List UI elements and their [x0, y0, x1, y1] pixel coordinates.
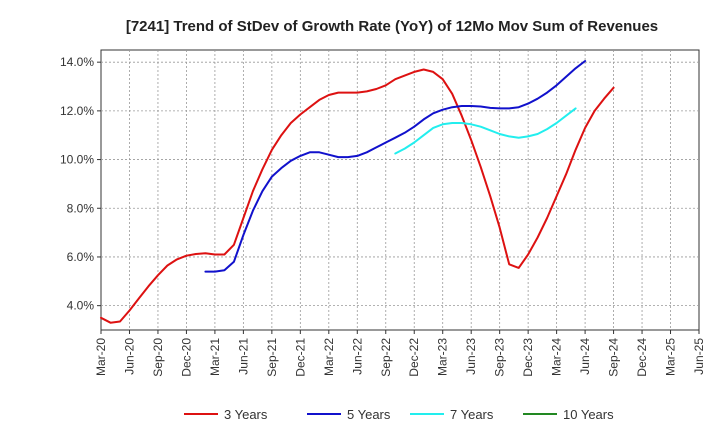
x-tick-label: Jun-24 — [578, 338, 592, 375]
y-tick-label: 4.0% — [67, 299, 95, 313]
x-tick-label: Jun-22 — [350, 338, 364, 375]
legend-label-5-years: 5 Years — [347, 407, 391, 422]
x-tick-label: Sep-20 — [151, 338, 165, 377]
y-tick-label: 12.0% — [60, 104, 94, 118]
x-tick-label: Dec-23 — [521, 338, 535, 377]
x-tick-label: Sep-21 — [265, 338, 279, 377]
y-tick-label: 10.0% — [60, 153, 94, 167]
plot-area — [100, 49, 700, 331]
x-tick-label: Sep-23 — [493, 338, 507, 377]
x-tick-label: Jun-21 — [236, 338, 250, 375]
legend: 3 Years 5 Years 7 Years 10 Years — [184, 407, 614, 422]
y-tick-label: 14.0% — [60, 55, 94, 69]
series-line-7-years — [394, 107, 577, 155]
x-tick-label: Sep-22 — [379, 338, 393, 377]
y-axis: 4.0% 6.0% 8.0% 10.0% 12.0% 14.0% — [60, 55, 101, 313]
x-tick-label: Jun-23 — [464, 338, 478, 375]
series-line-5-years — [204, 60, 587, 273]
series-layer — [100, 60, 615, 324]
grid-lines — [101, 50, 699, 330]
x-tick-label: Mar-25 — [664, 338, 678, 376]
x-axis: Mar-20 Jun-20 Sep-20 Dec-20 Mar-21 Jun-21 Sep-… — [94, 330, 706, 377]
legend-label-7-years: 7 Years — [450, 407, 494, 422]
x-tick-label: Jun-25 — [692, 338, 706, 375]
x-tick-label: Mar-22 — [322, 338, 336, 376]
x-tick-label: Dec-22 — [407, 338, 421, 377]
x-tick-label: Jun-20 — [122, 338, 136, 375]
x-tick-label: Mar-24 — [550, 338, 564, 376]
x-tick-label: Dec-20 — [179, 338, 193, 377]
legend-label-3-years: 3 Years — [224, 407, 268, 422]
x-tick-label: Mar-23 — [436, 338, 450, 376]
legend-label-10-years: 10 Years — [563, 407, 614, 422]
series-line-3-years — [100, 68, 615, 324]
y-tick-label: 6.0% — [67, 250, 95, 264]
x-tick-label: Mar-20 — [94, 338, 108, 376]
x-tick-label: Mar-21 — [208, 338, 222, 376]
y-tick-label: 8.0% — [67, 201, 95, 215]
x-tick-label: Dec-24 — [635, 338, 649, 377]
chart-title: [7241] Trend of StDev of Growth Rate (Yo… — [126, 18, 658, 35]
x-tick-label: Sep-24 — [607, 338, 621, 377]
x-tick-label: Dec-21 — [293, 338, 307, 377]
